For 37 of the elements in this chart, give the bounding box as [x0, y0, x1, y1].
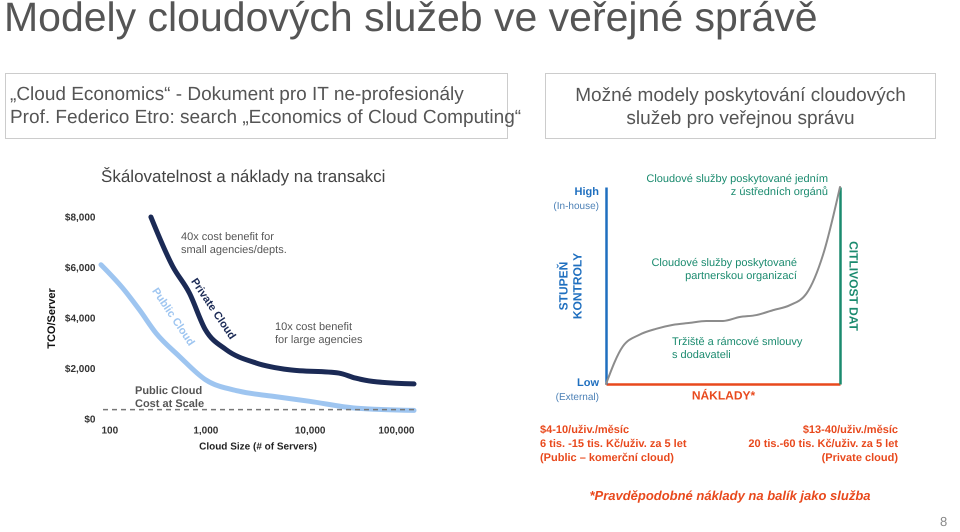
text: (External) — [556, 392, 599, 403]
text: „Cloud Economics“ - Dokument pro IT ne-profesionály — [10, 84, 464, 106]
annotation: 40x cost benefit for small agencies/depts. — [181, 231, 287, 256]
text: 20 tis.-60 tis. Kč/uživ. za 5 let — [748, 438, 898, 450]
text: Modely cloudových služeb ve veřejné správě — [4, 0, 818, 41]
annotation: 10x cost benefit for large agencies — [275, 321, 363, 346]
text: Low — [577, 377, 600, 389]
text: Možné modely poskytování cloudových služeb pro veřejnou správu — [574, 84, 907, 130]
text: 6 tis. -15 tis. Kč/uživ. za 5 let — [540, 438, 687, 450]
y-axis-title: TCO/Server — [46, 288, 58, 349]
text: (Public – komerční cloud) — [540, 452, 674, 464]
text: $13-40/uživ./měsíc — [802, 424, 898, 436]
text: (Private cloud) — [822, 452, 898, 464]
y-axis-title: STUPEŇ KONTROLY — [556, 252, 584, 320]
y-tick-label: $4,000 — [64, 314, 96, 324]
annotation: Cloudové služby poskytované jedním z ústředních orgánů — [646, 173, 828, 198]
x-axis-title: NÁKLADY* — [692, 388, 756, 402]
y2-axis-title: CITLIVOST DAT — [846, 241, 860, 332]
chart-title: Škálovatelnost a náklady na transakci — [101, 167, 386, 186]
text: (In-house) — [553, 201, 599, 212]
x-tick-label: 100 — [102, 426, 119, 436]
text: *Pravděpodobné náklady na balík jako služba — [588, 488, 872, 503]
x-tick-label: 1,000 — [193, 426, 219, 436]
x-tick-label: 100,000 — [378, 426, 415, 436]
y-tick-label: $2,000 — [64, 364, 96, 375]
text: High — [574, 186, 600, 198]
x-tick-label: 10,000 — [294, 426, 326, 436]
annotation: Tržiště a rámcové smlouvy s dodavateli — [672, 336, 803, 361]
x-axis-title: Cloud Size (# of Servers) — [199, 442, 317, 452]
text: Prof. Federico Etro: search „Economics of Cloud Computing“ — [10, 107, 522, 129]
y-tick-label: $6,000 — [64, 263, 96, 274]
annotation: Cloudové služby poskytované partnerskou organizací — [651, 257, 798, 282]
annotation: Public Cloud Cost at Scale — [135, 385, 204, 410]
text: $4-10/uživ./měsíc — [540, 424, 630, 436]
text: 8 — [940, 514, 948, 529]
y-tick-label: $8,000 — [64, 212, 96, 224]
y-tick-label: $0 — [84, 414, 96, 426]
